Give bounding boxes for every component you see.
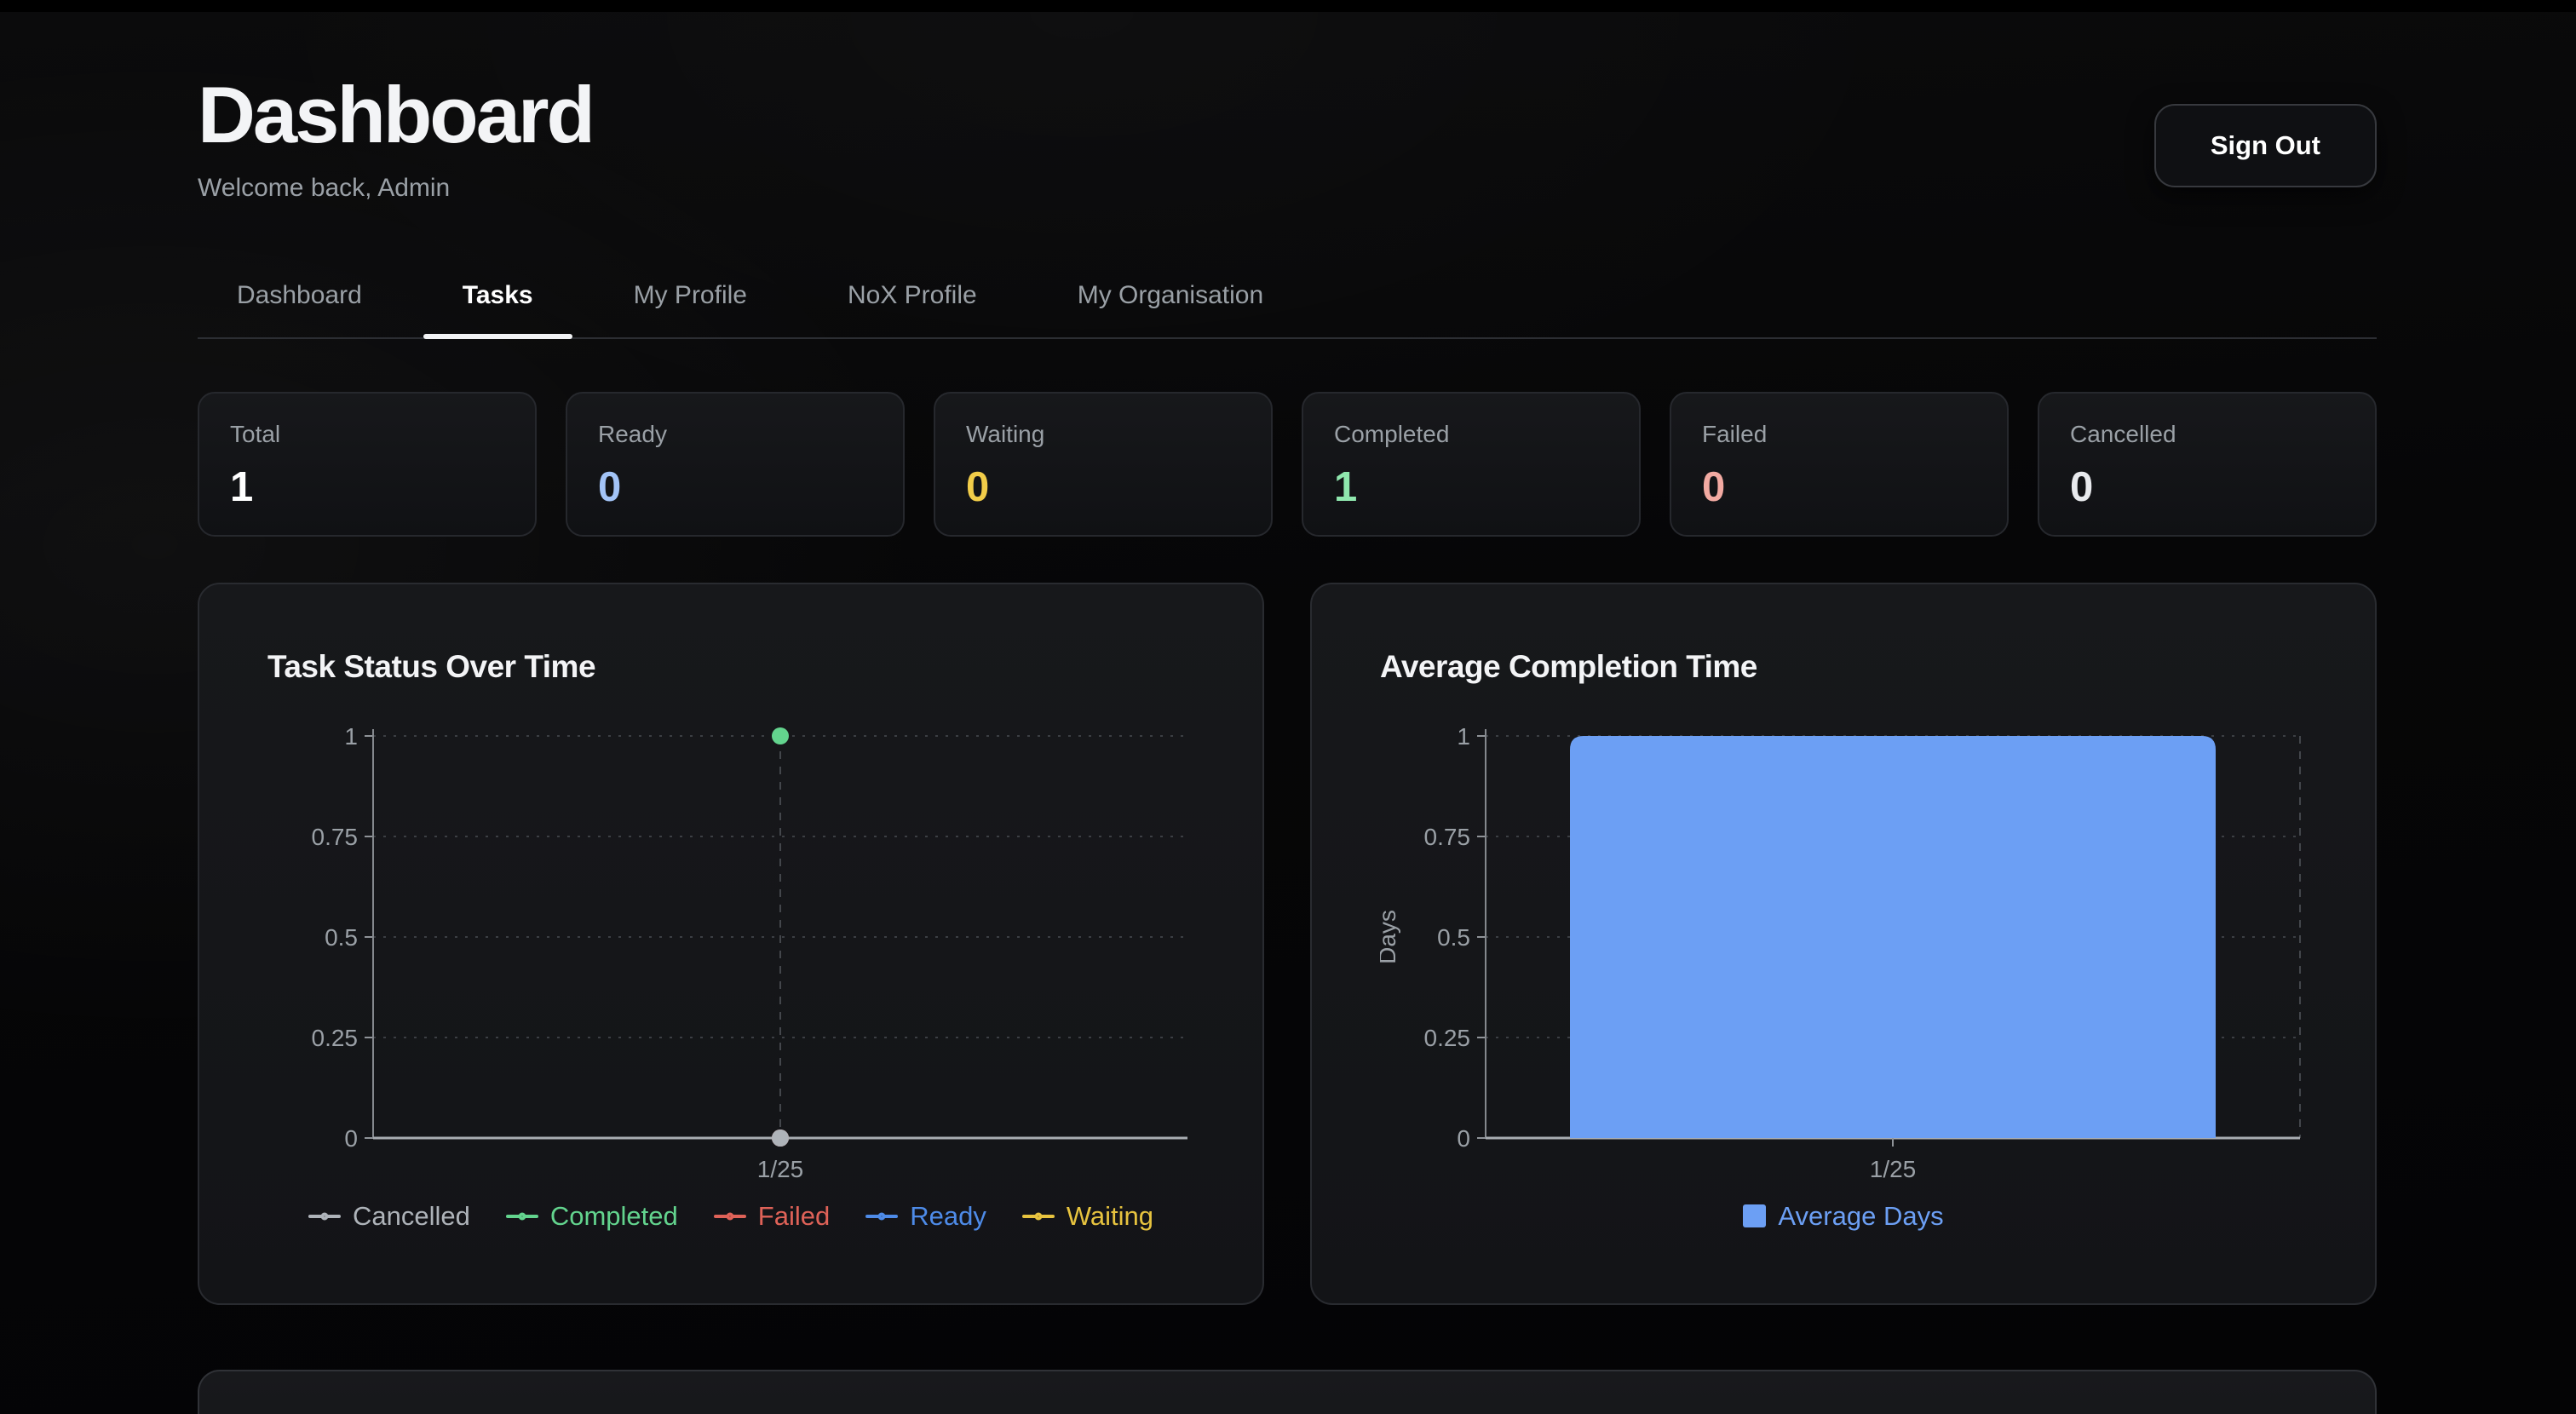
y-tick-label: 0.75 [1424,824,1471,850]
legend-label: Average Days [1778,1200,1944,1231]
legend-label: Ready [910,1200,986,1231]
y-tick-label: 0.25 [312,1025,359,1051]
avg-completion-legend: Average Days [1380,1201,2307,1232]
legend-ring-icon [726,1212,734,1221]
legend-item-ready[interactable]: Ready [865,1201,986,1232]
charts-row: Task Status Over Time 0 0.25 0.5 0.75 1 1/25 … [198,582,2377,1305]
y-tick-label: 0.75 [312,824,359,850]
stat-label: Waiting [966,420,1045,447]
y-tick-label: 1 [344,724,358,750]
legend-ring-icon [320,1212,329,1221]
header-text: Dashboard Welcome back, Admin [198,70,595,203]
legend-item-average-days[interactable]: Average Days [1743,1200,1944,1232]
stats-row: Total 1 Ready 0 Waiting 0 Completed 1 Fa… [198,391,2377,537]
legend-ring-icon [518,1212,526,1221]
tab-bar: Dashboard Tasks My Profile NoX Profile M… [198,254,2377,339]
task-status-chart[interactable]: 0 0.25 0.5 0.75 1 1/25 [267,724,1194,1187]
legend-line-marker [505,1212,538,1221]
data-point-completed[interactable] [772,727,789,744]
x-tick-label: 1/25 [757,1156,804,1182]
legend-ring-icon [1034,1212,1043,1221]
y-tick-label: 0 [344,1125,358,1152]
header: Dashboard Welcome back, Admin Sign Out [198,72,2377,203]
tab-dashboard[interactable]: Dashboard [237,280,362,309]
stat-card-cancelled: Cancelled 0 [2038,391,2377,537]
x-tick-label: 1/25 [1870,1156,1917,1182]
avg-completion-chart[interactable]: 0 0.25 0.5 0.75 1 1/25 Days [1380,724,2307,1187]
bottom-panel [198,1369,2377,1414]
legend-label: Cancelled [352,1200,470,1231]
task-status-legend: Cancelled Completed Failed Ready Waiting [267,1201,1194,1232]
legend-line-marker [865,1212,899,1221]
stat-value: 0 [966,463,990,510]
task-status-card: Task Status Over Time 0 0.25 0.5 0.75 1 1/25 … [198,582,1264,1305]
legend-item-waiting[interactable]: Waiting [1021,1200,1154,1232]
stat-label: Cancelled [2070,420,2176,447]
stat-label: Failed [1702,420,1768,447]
stat-card-completed: Completed 1 [1302,391,1641,537]
legend-item-completed[interactable]: Completed [505,1200,678,1232]
legend-square-marker [1743,1204,1767,1228]
stat-label: Completed [1334,420,1450,447]
legend-item-failed[interactable]: Failed [713,1200,831,1232]
stat-card-total: Total 1 [198,391,537,537]
legend-label: Failed [757,1200,831,1231]
y-tick-label: 0.5 [1437,924,1470,951]
tab-tasks[interactable]: Tasks [423,254,572,339]
stat-value: 0 [2070,463,2094,510]
legend-line-marker [308,1212,341,1221]
stat-label: Total [230,420,281,447]
stat-value: 1 [1334,463,1358,510]
legend-label: Completed [549,1200,678,1231]
stat-card-waiting: Waiting 0 [934,391,1273,537]
legend-line-marker [1021,1212,1055,1221]
tab-my-organisation[interactable]: My Organisation [1077,280,1264,309]
legend-label: Waiting [1066,1200,1154,1231]
chart-title: Average Completion Time [1380,648,1757,684]
dashboard-page: Dashboard Welcome back, Admin Sign Out D… [0,12,2576,1414]
stat-label: Ready [598,420,667,447]
page-title: Dashboard [198,70,595,159]
legend-item-cancelled[interactable]: Cancelled [308,1201,470,1232]
legend-line-marker [713,1212,746,1221]
stat-card-failed: Failed 0 [1670,391,2009,537]
top-strip [0,0,2576,12]
chart-title: Task Status Over Time [267,648,596,684]
sign-out-button[interactable]: Sign Out [2153,104,2377,187]
stat-value: 0 [598,463,622,510]
stat-value: 1 [230,463,254,510]
legend-ring-icon [877,1212,886,1221]
y-tick-label: 0.25 [1424,1025,1471,1051]
y-tick-label: 1 [1457,724,1470,750]
stat-value: 0 [1702,463,1726,510]
tab-nox-profile[interactable]: NoX Profile [847,280,977,309]
welcome-subtitle: Welcome back, Admin [198,173,451,202]
data-point-cancelled[interactable] [772,1129,789,1147]
y-tick-label: 0.5 [325,924,358,951]
y-axis-label: Days [1380,910,1400,964]
tab-my-profile[interactable]: My Profile [633,280,747,309]
stat-card-ready: Ready 0 [566,391,905,537]
avg-completion-card: Average Completion Time 0 0.25 0.5 0.75 1 1/2… [1310,582,2377,1305]
bar-average-days[interactable] [1570,735,2216,1138]
y-tick-label: 0 [1457,1125,1470,1152]
